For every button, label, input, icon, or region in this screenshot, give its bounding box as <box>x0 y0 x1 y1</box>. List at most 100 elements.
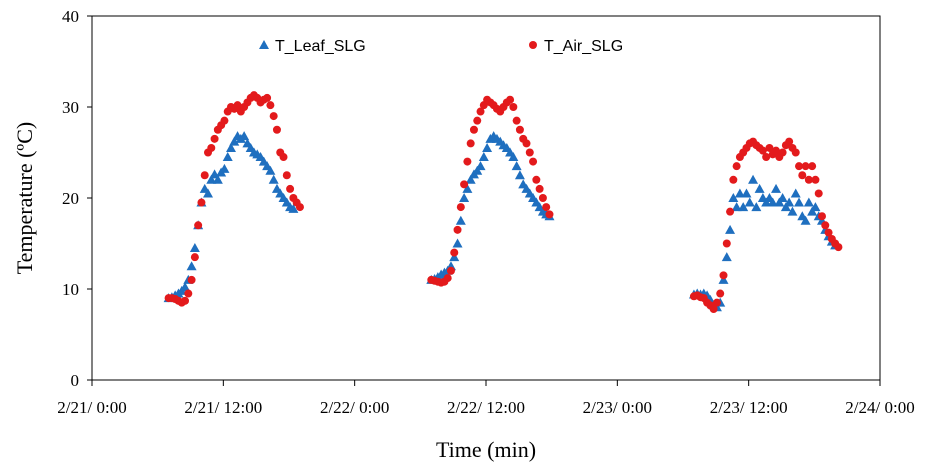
t-leaf-slg-point <box>721 252 732 262</box>
t-air-slg-point <box>722 239 731 248</box>
t-air-slg-point <box>469 125 478 134</box>
t-air-slg-point <box>266 101 275 110</box>
t-leaf-slg-point <box>777 193 788 202</box>
y-axis-title: Temperature (ºC) <box>12 122 37 275</box>
t-leaf-slg-point <box>212 174 223 184</box>
t-air-slg-point <box>798 171 807 180</box>
t-air-slg-point <box>194 221 203 230</box>
t-air-slg-point <box>529 157 538 166</box>
t-air-slg-point <box>190 253 199 262</box>
t-leaf-slg-point <box>462 183 473 193</box>
t-leaf-slg-point <box>180 282 191 292</box>
t-leaf-slg-point <box>452 238 463 248</box>
t-leaf-slg-point <box>787 206 798 216</box>
t-leaf-slg-point <box>459 193 470 202</box>
x-tick-label: 2/21/ 12:00 <box>184 398 262 417</box>
t-leaf-slg-point <box>767 197 778 207</box>
t-leaf-slg-point <box>790 188 801 198</box>
y-axis: 0 10 20 30 40 <box>62 7 92 390</box>
t-air-slg-point <box>762 153 771 162</box>
t-leaf-slg-point <box>514 170 525 180</box>
t-leaf-slg-point <box>186 261 197 271</box>
t-air-slg-point <box>181 296 190 305</box>
t-leaf-slg-point <box>265 165 276 175</box>
t-leaf-slg-point <box>771 183 782 193</box>
x-tick-label: 2/23/ 12:00 <box>710 398 788 417</box>
t-air-slg-point <box>814 189 823 198</box>
t-air-slg-point <box>525 148 534 157</box>
t-leaf-slg-point <box>268 174 279 184</box>
t-air-slg-point <box>506 95 515 104</box>
y-tick-label: 40 <box>62 7 79 26</box>
y-tick-label: 0 <box>71 371 80 390</box>
t-air-slg-point <box>473 116 482 125</box>
t-leaf-slg-point <box>475 161 486 171</box>
t-leaf-slg-point <box>189 243 200 253</box>
t-air-slg-point <box>466 139 475 148</box>
t-leaf-slg-point <box>472 165 483 175</box>
t-leaf-slg-point <box>203 188 214 198</box>
t-air-slg-point <box>817 212 826 221</box>
t-leaf-slg-point <box>734 188 745 198</box>
t-leaf-slg-point <box>718 274 729 284</box>
legend: T_Leaf_SLG T_Air_SLG <box>259 38 623 55</box>
t-air-slg-point <box>772 146 781 155</box>
x-tick-label: 2/23/ 0:00 <box>583 398 652 417</box>
t-leaf-slg-point <box>774 197 785 207</box>
t-leaf-slg-point <box>751 202 762 212</box>
t-leaf-slg-point <box>741 188 752 198</box>
legend-label: T_Air_SLG <box>544 38 623 55</box>
t-air-slg-point <box>460 180 469 189</box>
t-air-slg-point <box>834 243 843 252</box>
t-air-slg-point <box>220 116 229 125</box>
t-leaf-slg-point <box>206 174 217 184</box>
t-air-slg-point <box>187 275 196 284</box>
t-leaf-slg-point <box>725 224 736 234</box>
t-air-slg-point <box>207 143 216 152</box>
t-air-slg-point <box>765 143 774 152</box>
t-air-slg-point <box>509 103 518 111</box>
t-air-slg-point <box>758 146 767 155</box>
t-air-slg-point <box>542 203 551 212</box>
t-air-slg-point <box>443 274 452 283</box>
t-air-slg-point <box>450 248 459 257</box>
t-air-slg-point <box>824 228 833 237</box>
x-axis-title: Time (min) <box>436 437 536 462</box>
t-leaf-slg-point <box>784 197 795 207</box>
t-leaf-slg-point <box>511 161 522 171</box>
t-air-slg-point <box>453 225 462 234</box>
legend-marker <box>259 40 269 49</box>
data-markers <box>163 91 843 314</box>
t-air-slg-point <box>210 134 219 143</box>
t-air-slg-point <box>709 305 718 314</box>
t-air-slg-point <box>785 137 794 146</box>
t-air-slg-point <box>463 157 472 166</box>
t-air-slg-point <box>808 162 817 171</box>
t-air-slg-point <box>263 93 272 102</box>
t-air-slg-point <box>522 139 531 148</box>
t-leaf-slg-point <box>222 152 233 162</box>
t-air-slg-point <box>272 125 281 134</box>
x-tick-label: 2/21/ 0:00 <box>57 398 126 417</box>
t-air-slg-point <box>732 162 741 171</box>
t-air-slg-point <box>778 148 787 157</box>
t-air-slg-point <box>282 171 291 180</box>
y-tick-label: 30 <box>62 98 79 117</box>
t-air-slg-point <box>279 153 288 162</box>
t-air-slg-point <box>716 289 725 298</box>
t-leaf-slg-point <box>465 174 476 184</box>
t-leaf-slg-point <box>229 136 240 146</box>
y-tick-label: 20 <box>62 189 79 208</box>
t-air-slg-point <box>200 171 209 180</box>
t-air-slg-point <box>515 125 524 134</box>
legend-marker <box>529 41 537 49</box>
t-air-slg-point <box>719 271 728 280</box>
t-air-slg-point <box>795 162 804 171</box>
t-leaf-slg-point <box>748 174 759 184</box>
t-air-slg-point <box>538 194 547 202</box>
t-air-slg-point <box>456 203 465 212</box>
t-air-slg-point <box>811 175 820 184</box>
t-air-slg-point <box>804 175 813 184</box>
t-air-slg-point <box>712 298 721 307</box>
t-leaf-slg-point <box>455 215 466 225</box>
